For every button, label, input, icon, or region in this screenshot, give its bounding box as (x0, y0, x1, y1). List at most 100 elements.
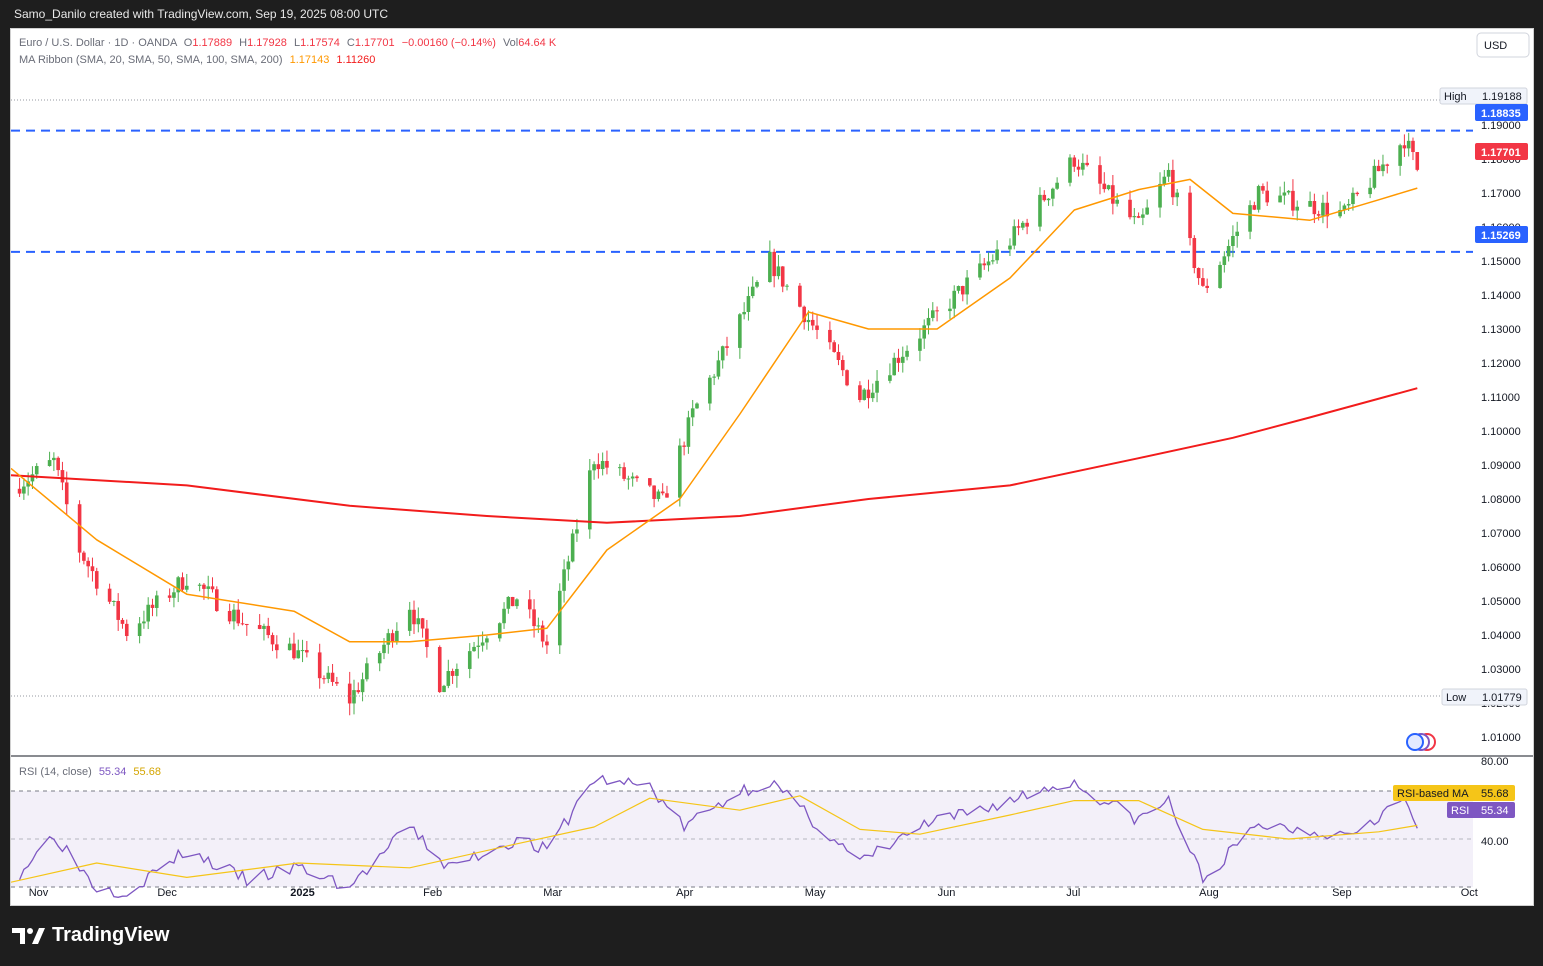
candle-body (90, 566, 95, 572)
candle-body (1282, 192, 1287, 196)
currency-button[interactable]: USD (1476, 32, 1530, 58)
candle-body (1342, 205, 1347, 210)
candle-body (656, 491, 661, 499)
level-upper-tag: 1.18835 (1475, 104, 1528, 121)
candle-body (502, 608, 506, 624)
candle-body (888, 375, 892, 381)
price-tick-label: 1.12000 (1481, 358, 1521, 370)
candle-body (330, 672, 335, 682)
candle-body (686, 417, 691, 447)
candle-body (776, 266, 781, 277)
candle-body (802, 306, 806, 323)
candle-body (360, 679, 365, 693)
candle-body (785, 285, 789, 287)
candle-body (197, 584, 202, 586)
candle-body (142, 621, 146, 624)
price-chart[interactable]: 1.200001.190001.180001.170001.160001.150… (11, 29, 1533, 905)
candle-body (326, 672, 331, 679)
candle-body (742, 311, 746, 315)
candle-body (467, 651, 472, 669)
candle-body (695, 403, 699, 409)
candle-body (446, 671, 451, 686)
candle-body (275, 644, 279, 651)
candle-body (557, 590, 562, 646)
price-tick-label: 1.15000 (1481, 256, 1521, 268)
candle-body (562, 569, 566, 591)
tradingview-logo: TradingView (12, 924, 169, 947)
candle-body (570, 533, 575, 562)
chart-panel[interactable]: 1.200001.190001.180001.170001.160001.150… (10, 28, 1534, 906)
candle-body (965, 277, 969, 295)
high-label: High 1.19188 (1439, 87, 1528, 105)
candle-body (1046, 198, 1051, 201)
candle-body (810, 319, 815, 326)
candle-body (1021, 222, 1025, 228)
candle-body (335, 681, 339, 684)
time-tick-label: Dec (157, 887, 177, 899)
candle-body (124, 623, 129, 637)
candle-body (587, 470, 592, 530)
candle-body (1205, 285, 1209, 288)
candle-body (575, 529, 579, 534)
price-axis: 1.200001.190001.180001.170001.160001.150… (1481, 86, 1521, 744)
candle-body (755, 282, 759, 287)
sma-20-line (11, 178, 1418, 643)
candle-body (480, 642, 485, 646)
svg-text:High: High (1444, 91, 1467, 103)
candle-body (1278, 195, 1282, 203)
candle-body (60, 470, 65, 483)
candle-body (64, 482, 69, 505)
price-tick-label: 1.08000 (1481, 494, 1521, 506)
candle-body (1372, 165, 1377, 188)
candle-body (832, 342, 836, 352)
candle-body (605, 460, 609, 468)
candle-body (1381, 164, 1385, 172)
candle-body (1351, 192, 1355, 205)
svg-text:55.34: 55.34 (1481, 805, 1509, 817)
candle-body (772, 251, 776, 277)
time-tick-label: 2025 (290, 887, 314, 899)
price-tick-label: 1.13000 (1481, 324, 1521, 336)
candle-body (1256, 186, 1261, 210)
candle-body (1346, 204, 1351, 206)
candle-body (527, 599, 532, 610)
time-tick-label: Jul (1066, 887, 1080, 899)
candle-body (236, 609, 241, 624)
candle-body (1402, 145, 1407, 149)
candle-body (875, 380, 879, 393)
candle-body (1295, 206, 1300, 211)
price-tick-label: 1.17000 (1481, 188, 1521, 200)
price-tick-label: 1.03000 (1481, 664, 1521, 676)
events-icon[interactable] (1406, 733, 1436, 751)
candle-body (1175, 192, 1179, 198)
candle-body (82, 552, 86, 561)
candle-body (858, 385, 862, 400)
candle-body (167, 595, 172, 598)
candle-body (305, 650, 309, 653)
candle-body (515, 599, 519, 607)
rsi-pane (11, 774, 1473, 898)
candle-body (532, 609, 536, 627)
sma-200-line (11, 387, 1418, 524)
candle-body (1076, 166, 1081, 170)
candle-body (1376, 165, 1381, 172)
candle-body (497, 623, 502, 639)
rsi-legend: RSI (14, close) 55.34 55.68 (19, 766, 161, 778)
candle-body (390, 633, 395, 642)
candle-body (935, 310, 939, 312)
candle-body (566, 561, 571, 570)
candle-body (485, 638, 489, 643)
time-tick-label: Apr (676, 887, 693, 899)
candle-body (956, 286, 961, 291)
time-tick-label: Sep (1332, 887, 1352, 899)
candle-body (635, 476, 639, 479)
candle-body (738, 314, 742, 348)
candle-body (442, 685, 446, 693)
candle-body (1128, 199, 1132, 218)
candle-body (317, 652, 322, 679)
candle-body (1385, 164, 1390, 166)
candle-body (1308, 200, 1312, 207)
candle-body (270, 635, 275, 645)
candle-body (1106, 185, 1111, 190)
time-axis: Nov Dec 2025 Feb Mar Apr May Jun Jul Aug Sep Oct (29, 887, 1478, 899)
